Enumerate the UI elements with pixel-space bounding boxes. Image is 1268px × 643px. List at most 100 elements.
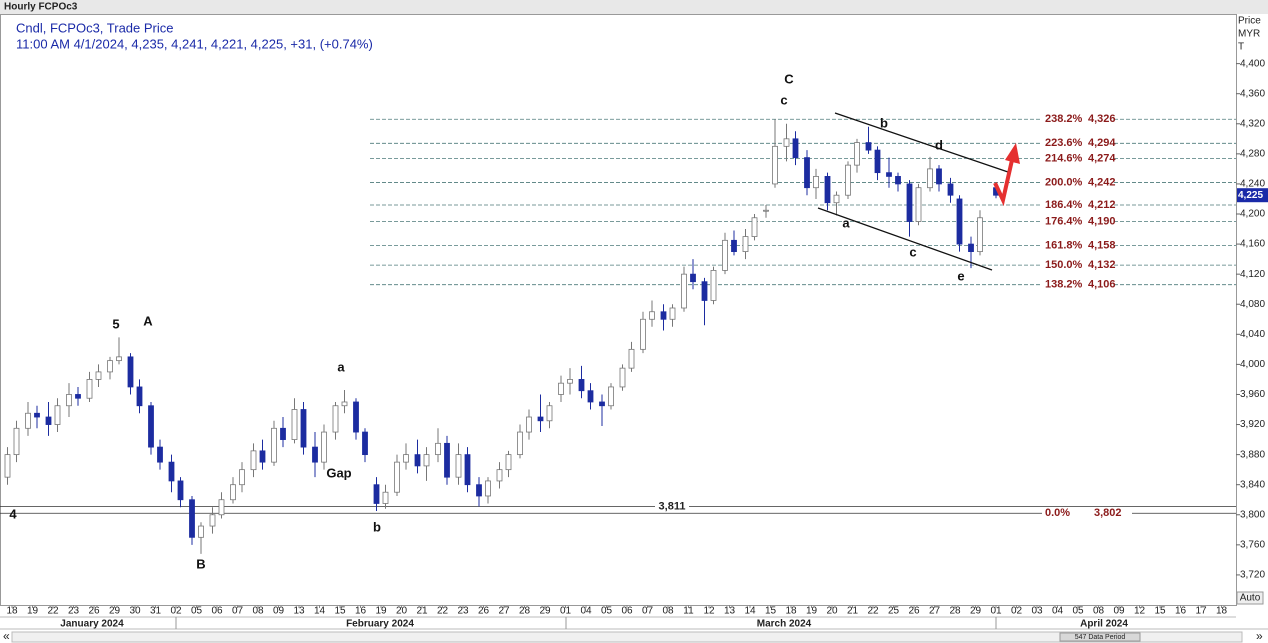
candle-body bbox=[107, 360, 113, 373]
month-label: April 2024 bbox=[1080, 619, 1128, 630]
candle-body bbox=[619, 367, 626, 388]
x-tick-label: 19 bbox=[806, 606, 818, 617]
x-tick-label: 01 bbox=[990, 606, 1002, 617]
x-tick-label: 18 bbox=[785, 606, 797, 617]
x-tick-label: 14 bbox=[314, 606, 326, 617]
scale-button-label[interactable]: Auto bbox=[1240, 593, 1261, 604]
candle-body bbox=[239, 469, 245, 486]
x-tick-label: 29 bbox=[109, 606, 121, 617]
scale-button[interactable] bbox=[1236, 591, 1264, 605]
x-tick-label: 23 bbox=[68, 606, 80, 617]
fib-ratio: 223.6% bbox=[1045, 137, 1083, 149]
candle-body bbox=[722, 239, 728, 271]
x-tick-label: 08 bbox=[1093, 606, 1105, 617]
candle-body bbox=[977, 217, 983, 253]
x-tick-label: 25 bbox=[888, 606, 900, 617]
candle-body bbox=[25, 412, 31, 429]
x-tick-label: 04 bbox=[1052, 606, 1064, 617]
fib-price: 4,274 bbox=[1088, 152, 1116, 164]
y-tick-label: 3,920 bbox=[1240, 419, 1265, 430]
candle-body bbox=[886, 172, 892, 177]
axis-title: T bbox=[1238, 42, 1244, 53]
y-tick-label: 4,000 bbox=[1240, 359, 1265, 370]
candle-body bbox=[455, 454, 462, 478]
candle-body bbox=[66, 394, 72, 407]
x-tick-label: 16 bbox=[1175, 606, 1187, 617]
x-tick-label: 26 bbox=[478, 606, 490, 617]
candle-body bbox=[833, 194, 840, 204]
month-label: February 2024 bbox=[346, 619, 414, 630]
candle-body bbox=[690, 273, 696, 283]
candle-body bbox=[423, 454, 430, 467]
fib-ratio: 138.2% bbox=[1045, 279, 1083, 291]
y-tick-label: 4,080 bbox=[1240, 299, 1265, 310]
candle-body bbox=[95, 371, 102, 380]
candle-body bbox=[321, 431, 327, 463]
candle-body bbox=[373, 484, 380, 504]
candle-body bbox=[148, 405, 154, 448]
fib-label-bg bbox=[1042, 176, 1114, 189]
candle-body bbox=[34, 412, 40, 418]
wave-label: C bbox=[784, 71, 794, 86]
x-tick-label: 22 bbox=[437, 606, 449, 617]
forecast-arrow bbox=[993, 159, 1014, 207]
candle-body bbox=[783, 138, 790, 147]
candle-body bbox=[464, 454, 471, 486]
candle-body bbox=[751, 217, 758, 237]
fib-ratio: 238.2% bbox=[1045, 113, 1083, 125]
candle-body bbox=[608, 386, 614, 407]
candle-body bbox=[792, 138, 799, 159]
candle-body bbox=[936, 168, 942, 185]
fib-price: 4,212 bbox=[1088, 199, 1116, 211]
candle-body bbox=[435, 442, 441, 456]
candle-body bbox=[485, 480, 491, 497]
candle-body bbox=[476, 484, 482, 497]
candle-body bbox=[537, 416, 544, 422]
fib-ratio: 161.8% bbox=[1045, 239, 1083, 251]
candle-body bbox=[947, 183, 954, 196]
y-tick-label: 4,120 bbox=[1240, 269, 1265, 280]
wave-label: a bbox=[337, 359, 345, 374]
month-label: January 2024 bbox=[60, 619, 124, 630]
x-tick-label: 02 bbox=[170, 606, 182, 617]
forecast-arrowhead bbox=[1005, 143, 1020, 164]
scroll-thumb[interactable] bbox=[1059, 632, 1141, 642]
candle-body bbox=[300, 409, 307, 448]
candle-body bbox=[906, 183, 913, 222]
candle-body bbox=[189, 499, 195, 538]
candle-body bbox=[927, 168, 933, 189]
month-label: March 2024 bbox=[757, 619, 812, 630]
fib-label-bg bbox=[1042, 278, 1114, 291]
candle-body bbox=[701, 281, 708, 301]
scroll-left[interactable]: « bbox=[3, 629, 10, 643]
y-tick-label: 3,960 bbox=[1240, 389, 1265, 400]
candle-body bbox=[640, 318, 646, 350]
support-label-bg bbox=[655, 500, 689, 513]
x-tick-label: 27 bbox=[929, 606, 941, 617]
x-tick-label: 05 bbox=[1072, 606, 1084, 617]
x-tick-label: 27 bbox=[498, 606, 510, 617]
scrollbar[interactable] bbox=[11, 631, 1243, 643]
y-tick-label: 4,240 bbox=[1240, 179, 1265, 190]
axis-title: MYR bbox=[1238, 29, 1260, 40]
fib-label-bg bbox=[1042, 137, 1114, 150]
candle-body bbox=[280, 427, 286, 440]
candle-body bbox=[332, 405, 339, 433]
x-tick-label: 29 bbox=[970, 606, 982, 617]
x-tick-label: 09 bbox=[1113, 606, 1125, 617]
wave-label: 5 bbox=[112, 316, 119, 331]
candle-body bbox=[505, 454, 512, 471]
x-tick-label: 22 bbox=[867, 606, 879, 617]
candle-body bbox=[291, 409, 298, 440]
candle-body bbox=[567, 379, 573, 384]
candle-body bbox=[587, 390, 594, 403]
candle-body bbox=[681, 273, 687, 309]
wave-label: b bbox=[880, 115, 888, 130]
scroll-right[interactable]: » bbox=[1256, 629, 1263, 643]
x-tick-label: 13 bbox=[293, 606, 305, 617]
x-tick-label: 04 bbox=[580, 606, 592, 617]
candle-body bbox=[865, 142, 872, 151]
y-tick-label: 4,280 bbox=[1240, 148, 1265, 159]
wave-label: 4 bbox=[9, 506, 17, 521]
wave-label: d bbox=[935, 137, 943, 152]
